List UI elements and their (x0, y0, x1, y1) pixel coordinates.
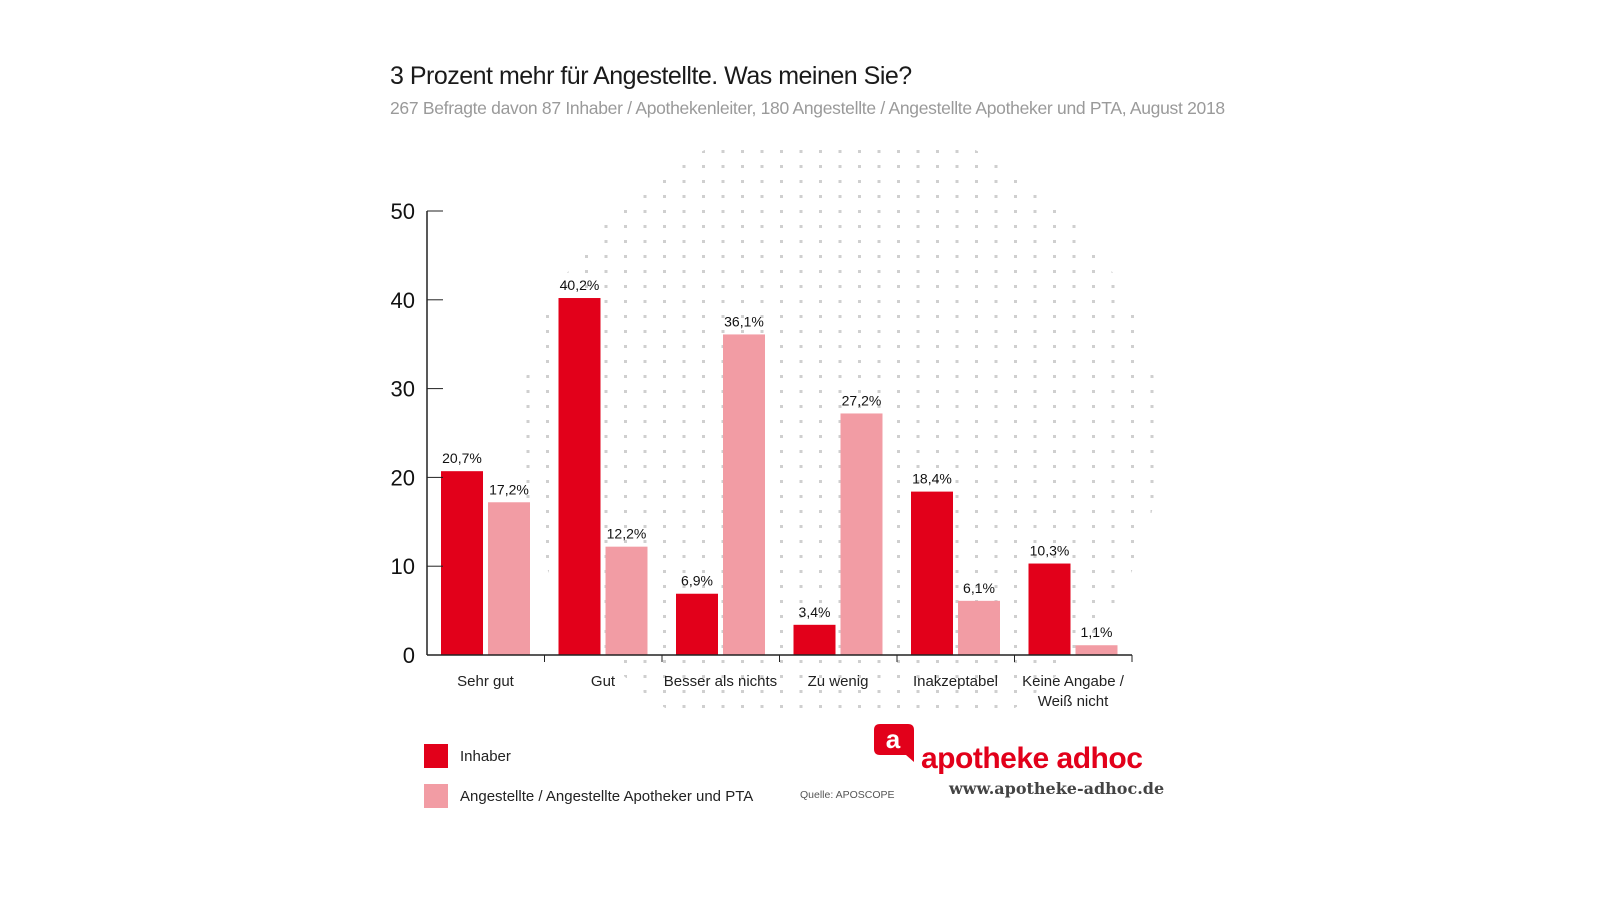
data-label: 1,1% (1081, 624, 1113, 640)
bar (911, 491, 953, 655)
logo-letter: a (886, 724, 901, 754)
data-label: 27,2% (842, 392, 882, 408)
y-tick-label: 40 (391, 288, 415, 313)
bar (488, 502, 530, 655)
bar (441, 471, 483, 655)
y-tick-label: 20 (391, 465, 415, 490)
x-tick-label: Besser als nichts (664, 673, 777, 690)
chart-subtitle: 267 Befragte davon 87 Inhaber / Apotheke… (390, 98, 1225, 118)
legend-label: Angestellte / Angestellte Apotheker und … (460, 787, 754, 805)
data-label: 36,1% (724, 313, 764, 329)
data-label: 17,2% (489, 481, 529, 497)
bar (958, 600, 1000, 655)
data-label: 10,3% (1030, 543, 1070, 559)
bar (793, 624, 836, 655)
x-tick-label: Gut (591, 673, 616, 690)
y-tick-label: 10 (391, 554, 415, 579)
bar (558, 298, 601, 655)
y-tick-label: 50 (391, 199, 415, 224)
data-label: 3,4% (799, 604, 831, 620)
legend-item-inhaber: Inhaber (424, 744, 511, 768)
bar (676, 593, 718, 655)
bar (723, 334, 765, 655)
bar (605, 546, 648, 655)
data-label: 40,2% (560, 277, 600, 293)
x-tick-label: Zu wenig (808, 673, 869, 690)
x-tick-label: Keine Angabe / Weiß nicht (1022, 673, 1125, 710)
data-label: 12,2% (607, 526, 647, 542)
x-tick-label: Inakzeptabel (913, 673, 998, 690)
y-tick-label: 30 (391, 377, 415, 402)
legend-swatch (424, 784, 448, 808)
data-label: 6,9% (681, 573, 713, 589)
legend-label: Inhaber (460, 747, 511, 765)
bar (1028, 563, 1071, 655)
logo-icon: a (874, 724, 914, 762)
y-tick-label: 0 (403, 643, 415, 668)
data-label: 20,7% (442, 450, 482, 466)
bar (1075, 645, 1118, 655)
logo-url: www.apotheke-adhoc.de (949, 779, 1165, 798)
legend-item-angestellte: Angestellte / Angestellte Apotheker und … (424, 784, 753, 808)
data-label: 18,4% (912, 471, 952, 487)
bar (840, 413, 883, 655)
source-note: Quelle: APOSCOPE (800, 789, 895, 801)
logo-text: apotheke adhoc (921, 742, 1143, 775)
legend-swatch (424, 744, 448, 768)
data-label: 6,1% (963, 580, 995, 596)
chart-title: 3 Prozent mehr für Angestellte. Was mein… (390, 62, 912, 90)
x-tick-label: Sehr gut (457, 673, 515, 690)
